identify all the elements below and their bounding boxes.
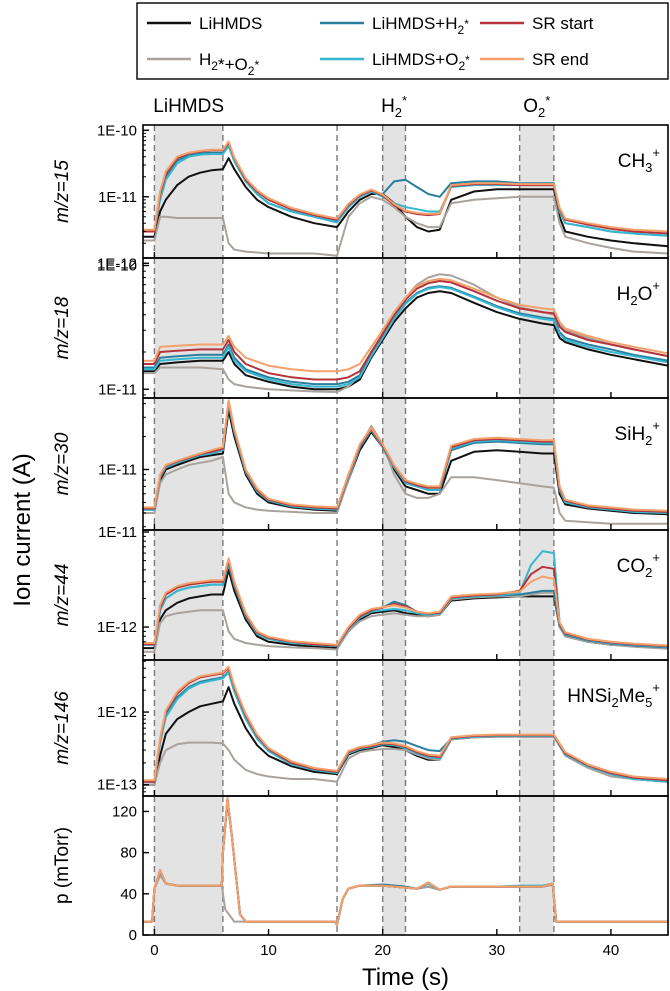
series-line-lihmds	[143, 568, 668, 650]
y-tick-label: 1E-11	[98, 461, 137, 478]
y-tick-label: 1E-12	[97, 704, 137, 721]
x-tick-label: 0	[150, 942, 158, 959]
series-line-sr-end	[143, 557, 668, 647]
x-tick-label: 10	[260, 942, 277, 959]
panel-2: SiH2+ 1E-11 m/z=30	[52, 397, 669, 531]
legend-label-1: LiHMDS+H2*	[372, 14, 469, 37]
y-tick-label: 1E-11	[98, 524, 137, 541]
y-tick-label: 0	[129, 927, 137, 944]
ion-label-4: HNSi2Me5+	[567, 680, 660, 710]
legend-label-4: LiHMDS+O2*	[372, 50, 470, 73]
series-line-lihmds	[143, 290, 668, 391]
x-tick-label: 40	[603, 942, 620, 959]
ion-label-0: CH3+	[618, 145, 660, 175]
panel-ylabel-0: m/z=15	[52, 160, 73, 223]
panel-ylabel-4: m/z=146	[52, 691, 73, 765]
panel-frame	[142, 795, 669, 936]
series-line-lihmds	[143, 157, 668, 248]
series-line-lihmds	[143, 408, 668, 516]
series-line-h2-o2-	[143, 195, 668, 257]
y-tick-label: 1E-10	[97, 258, 137, 275]
series-line-sr-end	[143, 277, 668, 373]
y-tick-label: 120	[112, 803, 137, 820]
legend-label-2: SR start	[532, 14, 594, 33]
legend-label-0: LiHMDS	[199, 14, 262, 33]
panel-1: H2O+ 1E-10 1E-11 m/z=18	[52, 257, 669, 399]
panel-3: CO2+ 1E-11 1E-12 m/z=44	[52, 524, 669, 661]
series-line-sr-end	[143, 140, 668, 233]
series-line-h2-o2-	[143, 591, 668, 653]
legend-label-5: SR end	[532, 50, 589, 69]
x-tick-label: 20	[374, 942, 391, 959]
series-line-sr-start	[143, 559, 668, 648]
panel-ylabel-3: m/z=44	[52, 564, 73, 627]
ion-label-2: SiH2+	[615, 418, 660, 448]
x-tick-label: 30	[488, 942, 505, 959]
region-label-1: H2*	[381, 93, 407, 120]
y-tick-label: 1E-11	[98, 381, 137, 398]
x-axis-title: Time (s)	[362, 964, 449, 991]
series-line-sr-start	[143, 280, 668, 381]
series-line-sr-end	[143, 399, 668, 512]
ion-label-bg	[563, 678, 662, 716]
panel-0: CH3+ 1E-10 1E-11 1E-12 m/z=15	[52, 122, 669, 272]
panel-4: HNSi2Me5+ 1E-12 1E-13 m/z=146	[52, 659, 669, 797]
y-tick-label: 1E-12	[97, 619, 137, 636]
y-tick-label: 1E-10	[97, 122, 137, 139]
series-line-sr-end	[143, 665, 668, 782]
y-tick-label: 1E-12	[97, 255, 137, 272]
panel-5: 0 40 80 120 p (mTorr)	[52, 795, 669, 944]
y-tick-label: 80	[120, 845, 137, 862]
panel-ylabel-5: p (mTorr)	[52, 827, 73, 904]
ion-label-1: H2O+	[617, 278, 660, 308]
legend-label-3: H2*+O2*	[199, 50, 259, 78]
y-tick-label: 1E-11	[98, 189, 137, 206]
region-label-2: O2*	[523, 93, 550, 120]
legend: LiHMDS LiHMDS+H2* SR start H2*+O2* LiHMDS+O2…	[136, 2, 669, 80]
panel-ylabel-2: m/z=30	[52, 432, 73, 495]
y-axis-title: Ion current (A)	[9, 453, 36, 606]
series-line-lihmds-o2-	[143, 286, 668, 388]
ion-label-3: CO2+	[617, 550, 660, 580]
y-tick-label: 1E-13	[97, 777, 137, 794]
region-label-0: LiHMDS	[153, 96, 224, 117]
panel-ylabel-1: m/z=18	[52, 296, 73, 359]
series-line-lihmds-o2-	[143, 550, 668, 648]
series-line-sr-end	[143, 797, 668, 926]
y-tick-label: 40	[120, 886, 137, 903]
